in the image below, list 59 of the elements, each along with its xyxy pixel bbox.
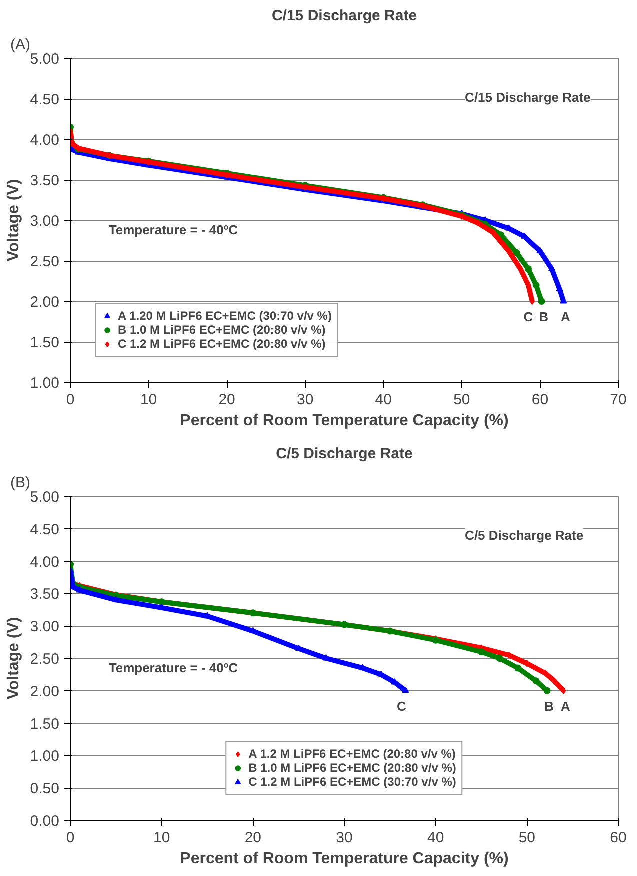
y-axis-title: Voltage (V) xyxy=(5,617,22,700)
x-tick-label: 0 xyxy=(66,830,75,846)
y-axis-title: Voltage (V) xyxy=(5,179,22,262)
x-tick-label: 20 xyxy=(218,392,236,408)
annotation: C/15 Discharge Rate xyxy=(465,90,591,105)
x-tick-label: 40 xyxy=(427,830,444,846)
annotation: A xyxy=(561,310,572,324)
chart-title: C/5 Discharge Rate xyxy=(276,446,413,462)
legend-label: C 1.2 M LiPF6 EC+EMC (20:80 v/v %) xyxy=(118,337,326,351)
x-tick-label: 70 xyxy=(610,392,627,408)
x-axis-title: Percent of Room Temperature Capacity (%) xyxy=(180,850,509,868)
annotation: C/5 Discharge Rate xyxy=(465,528,584,543)
y-tick-label: 4.50 xyxy=(30,521,60,538)
x-tick-label: 50 xyxy=(454,392,470,408)
y-tick-label: 5.00 xyxy=(30,489,60,506)
y-tick-label: 5.00 xyxy=(30,51,60,68)
y-tick-label: 2.50 xyxy=(30,254,60,270)
y-tick-label: 3.00 xyxy=(30,618,60,636)
chart-title: C/15 Discharge Rate xyxy=(272,8,418,24)
legend-label: B 1.0 M LiPF6 EC+EMC (20:80 v/v %) xyxy=(118,323,326,337)
legend-label: B 1.0 M LiPF6 EC+EMC (20:80 v/v %) xyxy=(248,761,456,775)
y-tick-label: 4.00 xyxy=(30,132,60,149)
x-tick-label: 50 xyxy=(518,830,536,846)
y-tick-label: 2.00 xyxy=(30,294,60,311)
y-tick-label: 3.50 xyxy=(30,586,60,604)
y-tick-label: 0.00 xyxy=(30,813,60,830)
x-tick-label: 10 xyxy=(140,392,158,408)
annotation: A xyxy=(561,698,572,714)
x-tick-label: 60 xyxy=(532,392,549,408)
annotation: Temperature = - 40ºC xyxy=(108,660,239,676)
y-tick-label: 1.50 xyxy=(30,334,60,352)
y-tick-label: 3.50 xyxy=(30,172,60,190)
x-tick-label: 10 xyxy=(153,830,170,846)
text: (B) xyxy=(10,474,30,492)
legend-label: A 1.20 M LiPF6 EC+EMC (30:70 v/v %) xyxy=(118,309,332,323)
annotation: B xyxy=(544,698,554,714)
y-tick-label: 3.00 xyxy=(30,213,60,230)
x-tick-label: 30 xyxy=(297,392,314,408)
legend-label: C 1.2 M LiPF6 EC+EMC (30:70 v/v %) xyxy=(248,775,456,789)
y-tick-label: 2.50 xyxy=(30,651,60,668)
x-tick-label: 60 xyxy=(610,830,627,846)
legend-label: A 1.2 M LiPF6 EC+EMC (20:80 v/v %) xyxy=(248,747,456,761)
text: (A) xyxy=(10,36,30,54)
x-tick-label: 20 xyxy=(244,830,262,846)
y-tick-label: 1.50 xyxy=(30,716,60,733)
annotation: C xyxy=(524,310,534,324)
annotation: C xyxy=(397,698,407,714)
y-tick-label: 4.00 xyxy=(30,554,60,571)
y-tick-label: 1.00 xyxy=(30,375,60,392)
x-tick-label: 0 xyxy=(66,392,75,408)
annotation: Temperature = - 40ºC xyxy=(108,222,239,238)
x-tick-label: 30 xyxy=(336,830,353,846)
y-tick-label: 2.00 xyxy=(30,683,60,700)
y-tick-label: 4.50 xyxy=(30,92,60,108)
x-axis-title: Percent of Room Temperature Capacity (%) xyxy=(180,412,509,430)
x-tick-label: 40 xyxy=(375,392,392,408)
y-tick-label: 1.00 xyxy=(30,748,60,766)
y-tick-label: 0.50 xyxy=(30,780,60,798)
annotation: B xyxy=(539,310,548,324)
